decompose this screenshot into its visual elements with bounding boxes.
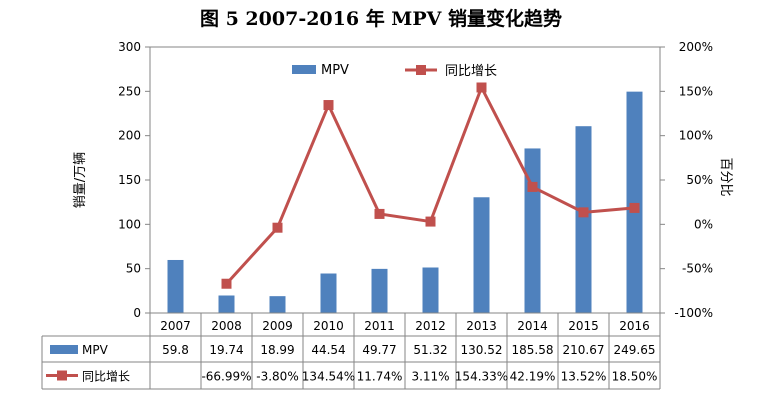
- x-tick-label: 2015: [568, 319, 599, 333]
- x-tick-label: 2012: [415, 319, 446, 333]
- marker-growth-2015: [578, 207, 589, 218]
- y2-tick-label: -50%: [682, 262, 713, 276]
- bar-mpv-2009: [269, 296, 286, 313]
- y2-axis-label: 百分比: [718, 157, 733, 196]
- data-label-growth-2013: 154.33%: [455, 370, 508, 384]
- bar-mpv-2011: [371, 268, 388, 313]
- bar-mpv-2007: [167, 259, 184, 313]
- data-label-mpv-2008: 19.74: [209, 343, 243, 357]
- marker-growth-2016: [629, 202, 640, 213]
- chart-title: 图 5 2007-2016 年 MPV 销量变化趋势: [199, 8, 562, 30]
- legend-marker-growth: [416, 65, 426, 75]
- marker-growth-2012: [425, 216, 436, 227]
- x-tick-label: 2016: [619, 319, 650, 333]
- bar-mpv-2016: [626, 91, 643, 313]
- y-tick-label: 300: [118, 40, 141, 54]
- bar-mpv-2013: [473, 197, 490, 313]
- marker-growth-2009: [272, 222, 283, 233]
- data-label-growth-2010: 134.54%: [302, 370, 355, 384]
- y-tick-label: 250: [118, 84, 141, 98]
- data-label-mpv-2012: 51.32: [413, 343, 447, 357]
- y-axis-label: 销量/万辆: [73, 152, 88, 208]
- y2-tick-label: 150%: [679, 84, 713, 98]
- data-label-growth-2009: -3.80%: [256, 370, 298, 384]
- y-tick-label: 50: [126, 262, 141, 276]
- y2-tick-label: -100%: [674, 306, 713, 320]
- data-label-mpv-2011: 49.77: [362, 343, 396, 357]
- x-tick-label: 2010: [313, 319, 344, 333]
- y-tick-label: 0: [133, 306, 141, 320]
- data-label-growth-2015: 13.52%: [561, 370, 607, 384]
- plot-area: 0 50 100 150 200 250 300 -100% -50% 0% 50% 100% 150%…: [73, 40, 733, 320]
- bar-mpv-2010: [320, 273, 337, 313]
- data-label-mpv-2016: 249.65: [614, 343, 656, 357]
- data-label-mpv-2007: 59.8: [162, 343, 189, 357]
- data-label-growth-2012: 3.11%: [411, 370, 449, 384]
- y-tick-label: 200: [118, 129, 141, 143]
- table-row-label-growth: 同比增长: [82, 370, 130, 384]
- data-table: 2007 2008 2009 2010 2011 2012 2013 2014 2015 2016…: [41, 312, 661, 390]
- y2-tick-label: 100%: [679, 129, 713, 143]
- table-row-label-mpv: MPV: [82, 343, 109, 357]
- data-label-growth-2011: 11.74%: [357, 370, 403, 384]
- x-tick-label: 2009: [262, 319, 293, 333]
- legend-label-mpv: MPV: [321, 63, 349, 78]
- data-label-mpv-2010: 44.54: [311, 343, 345, 357]
- bar-mpv-2012: [422, 267, 439, 313]
- data-label-mpv-2009: 18.99: [260, 343, 294, 357]
- legend-swatch-mpv: [292, 65, 316, 74]
- marker-growth-2014: [527, 181, 538, 192]
- data-label-mpv-2014: 185.58: [512, 343, 554, 357]
- x-tick-label: 2014: [517, 319, 548, 333]
- y2-tick-label: 0%: [694, 217, 713, 231]
- x-tick-label: 2008: [211, 319, 242, 333]
- marker-growth-2013: [476, 82, 487, 93]
- marker-growth-2008: [221, 278, 232, 289]
- x-tick-label: 2013: [466, 319, 497, 333]
- data-label-growth-2008: -66.99%: [201, 370, 251, 384]
- y-tick-label: 100: [118, 217, 141, 231]
- legend-label-growth: 同比增长: [445, 64, 497, 79]
- data-label-mpv-2015: 210.67: [563, 343, 605, 357]
- data-label-growth-2014: 42.19%: [510, 370, 556, 384]
- y2-tick-label: 200%: [679, 40, 713, 54]
- bar-mpv-2008: [218, 295, 235, 313]
- data-label-mpv-2013: 130.52: [461, 343, 503, 357]
- y-tick-label: 150: [118, 173, 141, 187]
- x-tick-label: 2007: [160, 319, 191, 333]
- table-legend-swatch-mpv: [50, 345, 78, 354]
- legend: MPV 同比增长: [292, 63, 497, 79]
- line-growth: [225, 85, 635, 285]
- table-legend-marker-growth: [57, 370, 67, 381]
- bar-mpv-2015: [575, 126, 592, 313]
- marker-growth-2010: [323, 100, 334, 111]
- data-label-growth-2016: 18.50%: [612, 370, 658, 384]
- marker-growth-2011: [374, 208, 385, 219]
- y2-tick-label: 50%: [686, 173, 713, 187]
- x-tick-label: 2011: [364, 319, 395, 333]
